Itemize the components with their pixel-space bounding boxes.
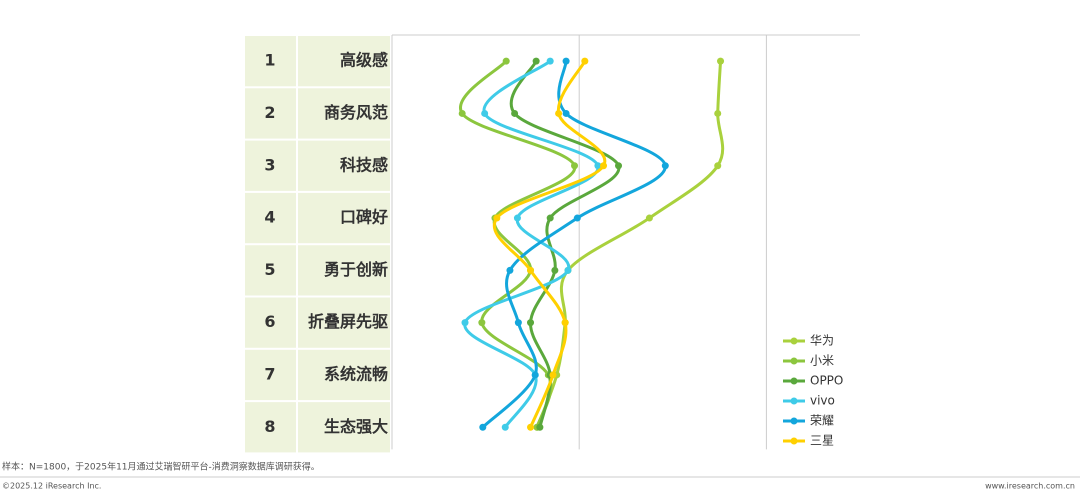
point <box>594 162 602 170</box>
rank: 3 <box>264 155 275 174</box>
legend-marker <box>790 397 798 405</box>
point <box>615 162 623 170</box>
rank: 5 <box>264 260 275 279</box>
point <box>714 162 722 170</box>
legend-label: 荣耀 <box>810 414 834 428</box>
legend-label: 小米 <box>810 354 834 368</box>
series-line <box>492 60 607 428</box>
legend-marker <box>790 417 798 425</box>
rank-cell <box>245 192 296 244</box>
y-tick-label: 口碑好 <box>340 208 388 227</box>
y-tick-label: 系统流畅 <box>324 364 388 383</box>
series-line <box>458 60 577 428</box>
y-tick-label: 折叠屏先驱 <box>308 312 388 331</box>
label-cell <box>298 36 390 87</box>
legend-marker <box>790 357 798 365</box>
point <box>714 109 722 117</box>
point <box>581 57 589 65</box>
legend-label: 华为 <box>810 334 834 348</box>
label-cell <box>298 349 390 401</box>
rank-cell <box>245 88 296 139</box>
point <box>527 319 535 327</box>
point <box>481 109 489 117</box>
legend-marker <box>790 337 798 345</box>
point <box>571 162 579 170</box>
legend-label: 三星 <box>810 434 834 448</box>
point <box>532 57 540 65</box>
label-cell <box>298 245 390 296</box>
y-tick-label: 商务风范 <box>324 103 388 122</box>
point <box>527 423 535 431</box>
label-cell <box>298 140 390 191</box>
point <box>478 319 486 327</box>
legend-label: OPPO <box>810 374 843 388</box>
label-cell <box>298 297 390 348</box>
point <box>458 109 466 117</box>
legend-marker <box>790 437 798 445</box>
point <box>573 214 581 222</box>
label-cell <box>298 88 390 139</box>
rank-cell <box>245 140 296 191</box>
point <box>536 423 544 431</box>
rank: 2 <box>264 103 275 122</box>
series-line <box>481 60 667 429</box>
rank: 8 <box>264 417 275 436</box>
label-cell <box>298 192 390 244</box>
website: www.iresearch.com.cn <box>985 482 1075 491</box>
rank-cell <box>245 245 296 296</box>
point <box>493 214 501 222</box>
point <box>513 214 521 222</box>
point <box>717 57 725 65</box>
copyright: ©2025.12 iResearch Inc. <box>2 482 101 491</box>
point <box>562 57 570 65</box>
rank-cell <box>245 36 296 87</box>
point <box>461 319 469 327</box>
series-line <box>463 59 600 429</box>
point <box>562 109 570 117</box>
point <box>645 214 653 222</box>
label-cell <box>298 402 390 453</box>
point <box>506 266 514 274</box>
point <box>531 371 539 379</box>
rank: 4 <box>264 208 275 227</box>
rank: 1 <box>264 51 275 70</box>
y-tick-label: 科技感 <box>340 155 388 174</box>
point <box>661 162 669 170</box>
footnote: 样本：N=1800，于2025年11月通过艾瑞智研平台-消费洞察数据库调研获得。 <box>2 461 320 473</box>
series-line <box>535 61 725 428</box>
point <box>479 423 487 431</box>
point <box>502 57 510 65</box>
point <box>564 266 572 274</box>
point <box>549 371 557 379</box>
legend-marker <box>790 377 798 385</box>
rank-cell <box>245 349 296 401</box>
rank-cell <box>245 402 296 453</box>
point <box>501 423 509 431</box>
point <box>527 266 535 274</box>
point <box>551 266 559 274</box>
y-tick-label: 勇于创新 <box>324 260 388 279</box>
point <box>514 319 522 327</box>
point <box>546 57 554 65</box>
point <box>600 162 608 170</box>
rank: 7 <box>264 364 275 383</box>
y-tick-label: 高级感 <box>340 51 388 70</box>
rank-cell <box>245 297 296 348</box>
legend-label: vivo <box>810 394 835 408</box>
point <box>561 319 569 327</box>
y-tick-label: 生态强大 <box>324 417 388 436</box>
point <box>546 214 554 222</box>
rank: 6 <box>264 312 275 331</box>
point <box>511 109 519 117</box>
point <box>555 109 563 117</box>
